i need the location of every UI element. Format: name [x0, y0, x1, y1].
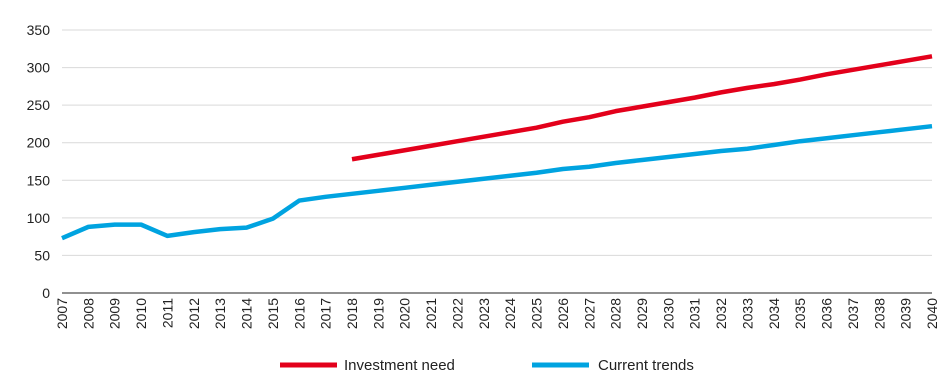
x-tick-label: 2035: [792, 298, 808, 329]
x-tick-label: 2034: [766, 298, 782, 329]
x-tick-label: 2013: [212, 298, 228, 329]
y-tick-label: 150: [27, 172, 51, 188]
y-tick-label: 300: [27, 60, 51, 76]
y-tick-label: 200: [27, 135, 51, 151]
x-tick-label: 2020: [397, 298, 413, 329]
x-tick-label: 2018: [344, 298, 360, 329]
x-tick-label: 2022: [449, 298, 465, 329]
x-tick-label: 2037: [845, 298, 861, 329]
x-tick-label: 2025: [529, 298, 545, 329]
y-tick-label: 50: [34, 247, 50, 263]
x-tick-label: 2032: [713, 298, 729, 329]
x-tick-label: 2016: [291, 298, 307, 329]
legend: Investment need Current trends: [280, 357, 694, 374]
x-tick-label: 2010: [133, 298, 149, 329]
y-tick-label: 100: [27, 210, 51, 226]
x-tick-label: 2012: [186, 298, 202, 329]
x-tick-label: 2011: [159, 298, 175, 328]
legend-label: Investment need: [344, 357, 455, 374]
x-tick-label: 2028: [608, 298, 624, 329]
y-tick-label: 250: [27, 97, 51, 113]
y-axis-ticks: 0 50 100 150 200 250 300 350: [27, 22, 51, 301]
series-lines: [61, 54, 933, 241]
x-tick-label: 2026: [555, 298, 571, 329]
x-tick-label: 2040: [924, 298, 938, 329]
grid-lines: [62, 29, 932, 256]
x-tick-label: 2030: [660, 298, 676, 329]
x-tick-label: 2038: [871, 298, 887, 329]
x-tick-label: 2029: [634, 298, 650, 329]
series-line-0: [351, 54, 933, 162]
x-tick-label: 2014: [239, 298, 255, 329]
x-tick-label: 2009: [107, 298, 123, 329]
x-axis-ticks: 2007 2008 2009 2010 2011 2012 2013 2014 2015 2016…: [54, 298, 938, 329]
x-tick-label: 2031: [687, 298, 703, 329]
y-tick-label: 0: [42, 285, 50, 301]
x-tick-label: 2039: [898, 298, 914, 329]
x-tick-label: 2015: [265, 298, 281, 329]
x-tick-label: 2027: [581, 298, 597, 329]
x-tick-label: 2007: [54, 298, 70, 329]
x-tick-label: 2023: [476, 298, 492, 329]
legend-label: Current trends: [598, 357, 694, 374]
x-tick-label: 2033: [739, 298, 755, 329]
x-tick-label: 2008: [80, 298, 96, 329]
x-tick-label: 2017: [318, 298, 334, 329]
x-tick-label: 2021: [423, 298, 439, 329]
x-tick-label: 2019: [370, 298, 386, 329]
series-line-1: [61, 123, 933, 241]
y-tick-label: 350: [27, 22, 51, 38]
x-tick-label: 2036: [819, 298, 835, 329]
x-tick-label: 2024: [502, 298, 518, 329]
